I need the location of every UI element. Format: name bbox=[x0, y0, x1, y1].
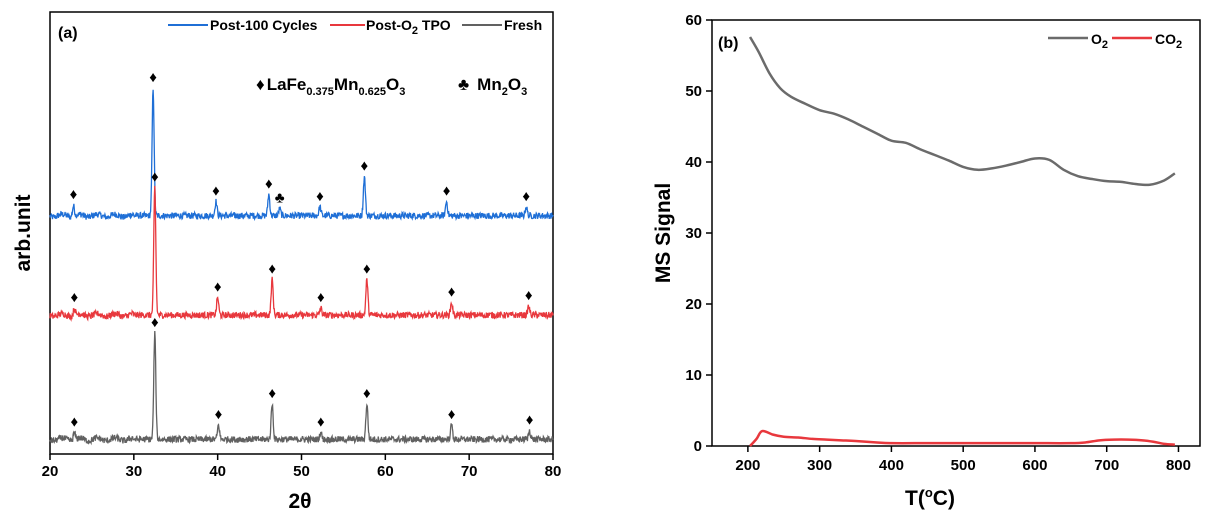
legend-label-co2-main: CO bbox=[1155, 31, 1176, 47]
panel-b-y-tick-label-20: 20 bbox=[685, 296, 702, 313]
diamond-marker-fresh-0: ♦ bbox=[70, 413, 78, 430]
panel-b-y-tick-label-60: 60 bbox=[685, 12, 702, 29]
panel-b-x-ticks: 200 300 400 500 600 700 800 bbox=[735, 446, 1191, 474]
ann-club-sub-2: 3 bbox=[521, 86, 527, 98]
series-post-100-cycles bbox=[49, 89, 554, 222]
panel-b-x-tick-label-500: 500 bbox=[951, 457, 976, 474]
panel-b-y-tick-label-40: 40 bbox=[685, 154, 702, 171]
ann-mn: Mn bbox=[334, 75, 359, 94]
panel-b-y-tick-label-10: 10 bbox=[685, 367, 702, 384]
ann-sub-1: 0.375 bbox=[306, 86, 334, 98]
legend-label-o2: O2 bbox=[1091, 31, 1108, 51]
panel-a-x-axis-label: 2θ bbox=[288, 490, 311, 513]
legend-label-post-o2-tpo-tail: TPO bbox=[418, 17, 451, 33]
panel-a-x-ticks: 20 30 40 50 60 70 80 bbox=[42, 454, 562, 480]
diamond-marker-post-o2-tpo-2: ♦ bbox=[214, 278, 222, 295]
diamond-marker-fresh-3: ♦ bbox=[268, 385, 276, 402]
diamond-marker-fresh-2: ♦ bbox=[215, 406, 223, 423]
series-post-o2-tpo bbox=[49, 185, 554, 322]
panel-b-y-ticks: 0 10 20 30 40 50 60 bbox=[685, 12, 712, 455]
panel-a-x-tick-label-40: 40 bbox=[209, 463, 226, 480]
panel-a-x-tick-label-30: 30 bbox=[125, 463, 142, 480]
panel-b-x-tick-label-600: 600 bbox=[1022, 457, 1047, 474]
ann-sub-3: 3 bbox=[399, 86, 405, 98]
diamond-marker-post-o2-tpo-5: ♦ bbox=[363, 261, 371, 278]
panel-b-x-tick-label-700: 700 bbox=[1094, 457, 1119, 474]
legend-label-post-o2-tpo-main: Post-O bbox=[366, 17, 412, 33]
club-icon: ♣ bbox=[458, 75, 469, 94]
series-co2 bbox=[749, 429, 1175, 447]
diamond-marker-post-o2-tpo-1: ♦ bbox=[151, 168, 159, 185]
diamond-marker-post-100-cycles-1: ♦ bbox=[149, 69, 157, 86]
panel-b-x-label-degree: o bbox=[925, 485, 933, 500]
legend-label-post-100-cycles: Post-100 Cycles bbox=[210, 17, 318, 33]
panel-a-x-tick-label-20: 20 bbox=[42, 463, 59, 480]
series-fresh bbox=[49, 331, 554, 446]
panel-b-x-tick-label-300: 300 bbox=[807, 457, 832, 474]
diamond-marker-post-o2-tpo-4: ♦ bbox=[317, 289, 325, 306]
panel-b-frame bbox=[711, 19, 1201, 447]
panel-a-x-tick-label-50: 50 bbox=[293, 463, 310, 480]
ann-sub-2: 0.625 bbox=[358, 86, 386, 98]
diamond-marker-post-100-cycles-3: ♦ bbox=[265, 175, 273, 192]
diamond-marker-fresh-6: ♦ bbox=[448, 406, 456, 423]
diamond-marker-post-100-cycles-2: ♦ bbox=[212, 183, 220, 200]
diamond-marker-post-100-cycles-8: ♦ bbox=[522, 188, 530, 205]
legend-label-o2-main: O bbox=[1091, 31, 1102, 47]
panel-a-x-tick-label-60: 60 bbox=[377, 463, 394, 480]
panel-b-x-label-part-3: C) bbox=[933, 487, 955, 510]
diamond-marker-fresh-4: ♦ bbox=[317, 413, 325, 430]
panel-b-x-tick-label-400: 400 bbox=[879, 457, 904, 474]
diamond-icon: ♦ bbox=[256, 75, 265, 94]
panel-b-x-axis-label: T(oC) bbox=[905, 485, 955, 510]
legend-label-post-o2-tpo-sub: 2 bbox=[412, 25, 418, 37]
panel-b-y-tick-label-0: 0 bbox=[694, 438, 702, 455]
panel-a-x-tick-label-80: 80 bbox=[545, 463, 562, 480]
ann-lafe: LaFe bbox=[267, 75, 307, 94]
panel-a-x-tick-label-70: 70 bbox=[461, 463, 478, 480]
panel-b-x-tick-label-200: 200 bbox=[735, 457, 760, 474]
diamond-marker-post-100-cycles-7: ♦ bbox=[443, 183, 451, 200]
legend-label-co2-sub: 2 bbox=[1176, 39, 1182, 51]
diamond-marker-fresh-5: ♦ bbox=[363, 385, 371, 402]
diamond-marker-post-o2-tpo-0: ♦ bbox=[70, 289, 78, 306]
diamond-marker-post-100-cycles-5: ♦ bbox=[316, 188, 324, 205]
legend-label-o2-sub: 2 bbox=[1102, 39, 1108, 51]
legend-label-co2: CO2 bbox=[1155, 31, 1182, 51]
panel-b-label: (b) bbox=[718, 35, 738, 52]
panel-a-legend: Post-100 Cycles Post-O2 TPO Fresh bbox=[168, 17, 542, 37]
ann-club-mn: Mn bbox=[477, 75, 502, 94]
ann-club-sub-1: 2 bbox=[502, 86, 508, 98]
legend-label-fresh: Fresh bbox=[504, 17, 542, 33]
panel-b-y-axis-label: MS Signal bbox=[652, 183, 675, 283]
legend-label-post-o2-tpo: Post-O2 TPO bbox=[366, 17, 451, 37]
phase-annotation-mn2o3: ♣ Mn2O3 bbox=[458, 75, 527, 98]
diamond-marker-fresh-7: ♦ bbox=[526, 411, 534, 428]
ann-club-o: O bbox=[508, 75, 521, 94]
diamond-marker-post-o2-tpo-6: ♦ bbox=[448, 284, 456, 301]
phase-annotation-lafemno3: ♦ LaFe0.375Mn0.625O3 bbox=[256, 75, 405, 98]
panel-b-x-tick-label-800: 800 bbox=[1166, 457, 1191, 474]
panel-a-peak-markers: ♦♦♦ ♦♣ ♦♦♦ ♦♦♦♦♦♦♦♦ ♦♦♦♦♦♦♦♦ ♦ bbox=[70, 69, 534, 430]
panel-a-label: (a) bbox=[58, 25, 78, 42]
panel-a-xrd: ♦♦♦ ♦♣ ♦♦♦ ♦♦♦♦♦♦♦♦ ♦♦♦♦♦♦♦♦ ♦ 20 30 40 50 60 70 80… bbox=[12, 11, 562, 513]
diamond-marker-post-o2-tpo-3: ♦ bbox=[268, 261, 276, 278]
panel-a-y-axis-label: arb.unit bbox=[12, 194, 35, 271]
series-o2 bbox=[748, 36, 1176, 187]
diamond-marker-post-o2-tpo-7: ♦ bbox=[525, 287, 533, 304]
diamond-marker-post-100-cycles-6: ♦ bbox=[361, 158, 369, 175]
panel-b-legend: O2 CO2 bbox=[1048, 31, 1182, 51]
diamond-marker-post-100-cycles-0: ♦ bbox=[70, 186, 78, 203]
ann-o: O bbox=[386, 75, 399, 94]
panel-b-series bbox=[748, 36, 1176, 447]
club-marker-post-100-cycles-4: ♣ bbox=[275, 190, 285, 207]
diamond-marker-fresh-1: ♦ bbox=[151, 314, 159, 331]
panel-b-y-tick-label-30: 30 bbox=[685, 225, 702, 242]
panel-a-series bbox=[49, 89, 554, 446]
panel-b-y-tick-label-50: 50 bbox=[685, 83, 702, 100]
panel-b-x-label-part-1: T( bbox=[905, 487, 925, 510]
